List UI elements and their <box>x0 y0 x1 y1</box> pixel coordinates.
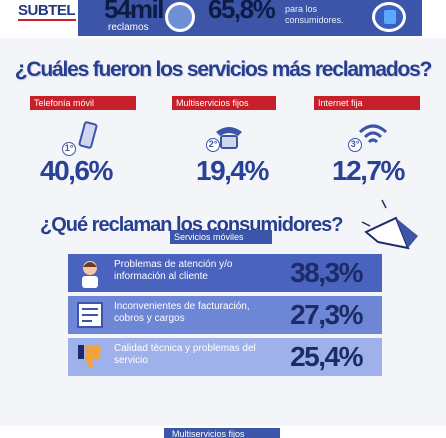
rank-badge-2: 2° <box>206 138 220 152</box>
mobile-phone-icon <box>78 121 98 149</box>
claims-percent: 65,8% <box>208 0 276 24</box>
complaint-row: Calidad técnica y problemas del servicio… <box>68 338 382 376</box>
stats-band <box>78 0 422 36</box>
megaphone-icon <box>361 199 418 250</box>
landline-phone-icon <box>216 127 242 149</box>
wifi-icon <box>358 124 388 144</box>
complaint-percent: 25,4% <box>290 341 363 372</box>
category-pill-multiservice: Multiservicios fijos <box>172 96 276 110</box>
complaint-row: Problemas de atención y/o información al… <box>68 254 382 292</box>
rank-badge-3: 3° <box>348 138 362 152</box>
percent-internet: 12,7% <box>332 155 405 186</box>
percent-multiservice: 19,4% <box>196 155 269 186</box>
complaint-percent: 27,3% <box>290 299 363 330</box>
section1-title: ¿Cuáles fueron los servicios más reclama… <box>14 58 433 81</box>
complaint-percent: 38,3% <box>290 257 363 288</box>
claims-label: reclamos <box>108 22 149 33</box>
rank-badge-1: 1° <box>62 142 76 156</box>
operator-icon <box>82 261 98 288</box>
subcategory-pill-multiservice: Multiservicios fijos <box>164 428 280 438</box>
complaint-label: Calidad técnica y problemas del servicio <box>114 343 256 366</box>
complaint-label: Problemas de atención y/o información al… <box>114 259 233 282</box>
category-pill-internet: Internet fija <box>314 96 420 110</box>
claims-count: 54mil <box>104 0 165 24</box>
brand-underline <box>18 19 76 21</box>
document-icon <box>165 2 195 32</box>
brand-name: SUBTEL <box>18 2 76 19</box>
complaint-row: Inconvenientes de facturación, cobros y … <box>68 296 382 334</box>
complaint-label: Inconvenientes de facturación, cobros y … <box>114 301 250 324</box>
percent-mobile: 40,6% <box>40 155 113 186</box>
consumers-text: para los consumidores. <box>285 4 344 25</box>
invoice-icon <box>77 302 103 328</box>
thumbs-down-icon <box>78 345 101 369</box>
like-icon <box>372 2 406 32</box>
subcategory-pill-mobile: Servicios móviles <box>170 230 272 244</box>
brand-logo: SUBTEL <box>18 2 76 22</box>
category-pill-mobile: Telefonía móvil <box>30 96 136 110</box>
